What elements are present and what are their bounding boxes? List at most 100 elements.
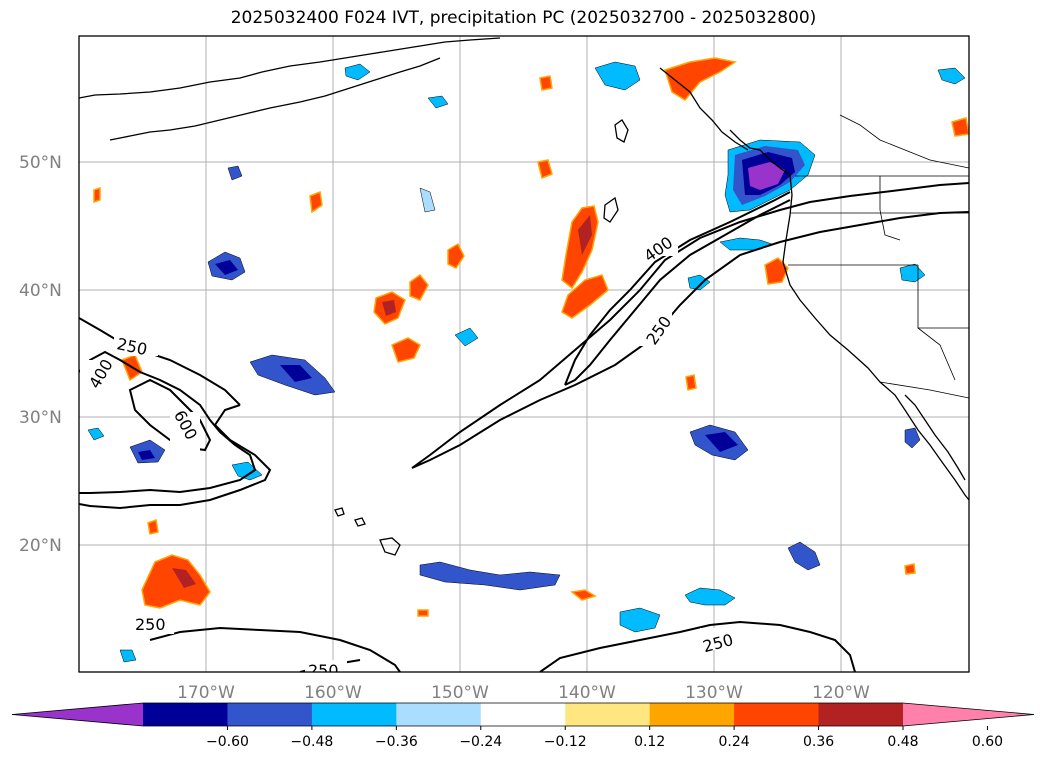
neg-area-9 (594, 61, 641, 91)
colorbar-segment (396, 703, 482, 726)
lon-label-170w: 170°W (177, 683, 235, 703)
pos-area-18 (93, 186, 101, 204)
neg-area-10 (904, 427, 921, 449)
lat-label-50n: 50°N (19, 153, 62, 173)
pos-area-2 (561, 274, 609, 319)
colorbar-ticks: −0.60 −0.48 −0.36 −0.24 −0.12 0.12 0.24 0.36 0.4… (206, 726, 1003, 750)
colorbar-segments (11, 702, 1035, 727)
neg-area-2-core (280, 365, 312, 382)
neg-area-15 (937, 67, 966, 85)
border-us-mexico (879, 381, 969, 399)
ivt-contour-400-main (564, 191, 791, 386)
neg-area-16 (344, 63, 371, 81)
colorbar-segment (143, 703, 228, 726)
colorbar-extend-high (903, 703, 1034, 726)
contour-label-250-south: 250 (308, 661, 339, 680)
lat-label-40n: 40°N (19, 281, 62, 301)
neg-area-1-core (215, 260, 238, 275)
coast-baja (904, 394, 966, 481)
coast-alaska (79, 37, 501, 99)
pos-area-10 (764, 257, 789, 285)
neg-area-4 (419, 561, 561, 591)
lon-label-120w: 120°W (812, 683, 870, 703)
pos-area-16 (685, 374, 697, 391)
colorbar-tick-label: −0.48 (290, 734, 333, 750)
pos-area-13 (539, 75, 553, 91)
coast-aleutians (109, 57, 441, 141)
pos-area-7-core (172, 568, 196, 588)
coast-hawaii (334, 507, 401, 556)
colorbar-segment (565, 703, 651, 726)
neg-area-22 (119, 649, 137, 663)
neg-area-17 (419, 187, 436, 213)
colorbar-tick-label: 0.48 (887, 734, 918, 750)
colorbar-segment (734, 703, 820, 726)
colorbar-outline (11, 702, 1035, 727)
neg-area-18 (87, 427, 105, 441)
lon-label-150w: 150°W (431, 683, 489, 703)
lat-label-30n: 30°N (19, 408, 62, 428)
border-nv-az (917, 327, 956, 381)
positive-precip-areas (93, 57, 969, 617)
colorbar-tick-label: 0.60 (972, 734, 1003, 750)
coast-bc (729, 129, 791, 176)
neg-area-8 (684, 587, 736, 606)
colorbar-tick-label: −0.60 (206, 734, 249, 750)
map-frame (78, 35, 970, 673)
colorbar-tick-label: −0.24 (459, 734, 502, 750)
colorbar-segment (649, 703, 735, 726)
neg-area-6 (787, 541, 821, 571)
pos-area-17 (147, 518, 159, 535)
negative-precip-areas (87, 61, 966, 663)
colorbar-tick-label: 0.12 (634, 734, 665, 750)
colorbar-segment (480, 703, 566, 726)
neg-area-pnw-peak (748, 162, 785, 190)
neg-area-12 (231, 461, 263, 481)
graticule (79, 36, 969, 672)
coast-island-1 (614, 119, 629, 143)
colorbar-tick-label: −0.12 (544, 734, 587, 750)
neg-area-20 (227, 165, 243, 181)
colorbar-extend-low (12, 703, 143, 726)
coast-island-2 (603, 196, 619, 223)
latitude-labels: 50°N 40°N 30°N 20°N (19, 153, 62, 556)
ivt-contour-400-west (79, 350, 257, 494)
ivt-contour-250-main (411, 182, 969, 469)
lat-label-20n: 20°N (19, 536, 62, 556)
colorbar-segment (818, 703, 904, 726)
pos-area-14 (951, 117, 969, 137)
pos-area-9 (664, 57, 737, 101)
coast-west-us (782, 174, 969, 501)
lon-label-130w: 130°W (685, 683, 743, 703)
pos-area-1-core (578, 215, 592, 255)
colorbar-segment (227, 703, 313, 726)
neg-area-21 (427, 95, 449, 109)
pos-area-5 (409, 273, 429, 301)
lon-label-160w: 160°W (304, 683, 362, 703)
map-title: 2025032400 F024 IVT, precipitation PC (2… (230, 8, 817, 28)
neg-area-7 (619, 607, 661, 633)
colorbar-tick-label: 0.24 (719, 734, 750, 750)
longitude-labels: 170°W 160°W 150°W 140°W 130°W 120°W (177, 683, 870, 703)
pos-area-20 (417, 609, 429, 617)
pos-area-11 (309, 190, 323, 214)
pos-area-12 (537, 159, 553, 180)
pos-area-15 (570, 589, 597, 601)
neg-area-3-core (705, 432, 738, 452)
pos-area-6 (447, 242, 465, 269)
pos-area-4 (391, 337, 421, 363)
contour-labels: 250 400 600 400 250 250 250 250 (80, 228, 742, 680)
coast-se-alaska (659, 67, 749, 151)
lon-label-140w: 140°W (558, 683, 616, 703)
border-ak-bc (839, 114, 969, 169)
neg-area-5-core (138, 450, 155, 460)
pos-area-19 (904, 563, 916, 575)
neg-area-11 (454, 327, 479, 347)
pos-area-7 (141, 554, 211, 609)
contour-label-250-southwest: 250 (135, 615, 166, 634)
colorbar-segment (311, 703, 397, 726)
neg-area-19 (687, 274, 711, 291)
pos-area-3-core (382, 300, 396, 316)
